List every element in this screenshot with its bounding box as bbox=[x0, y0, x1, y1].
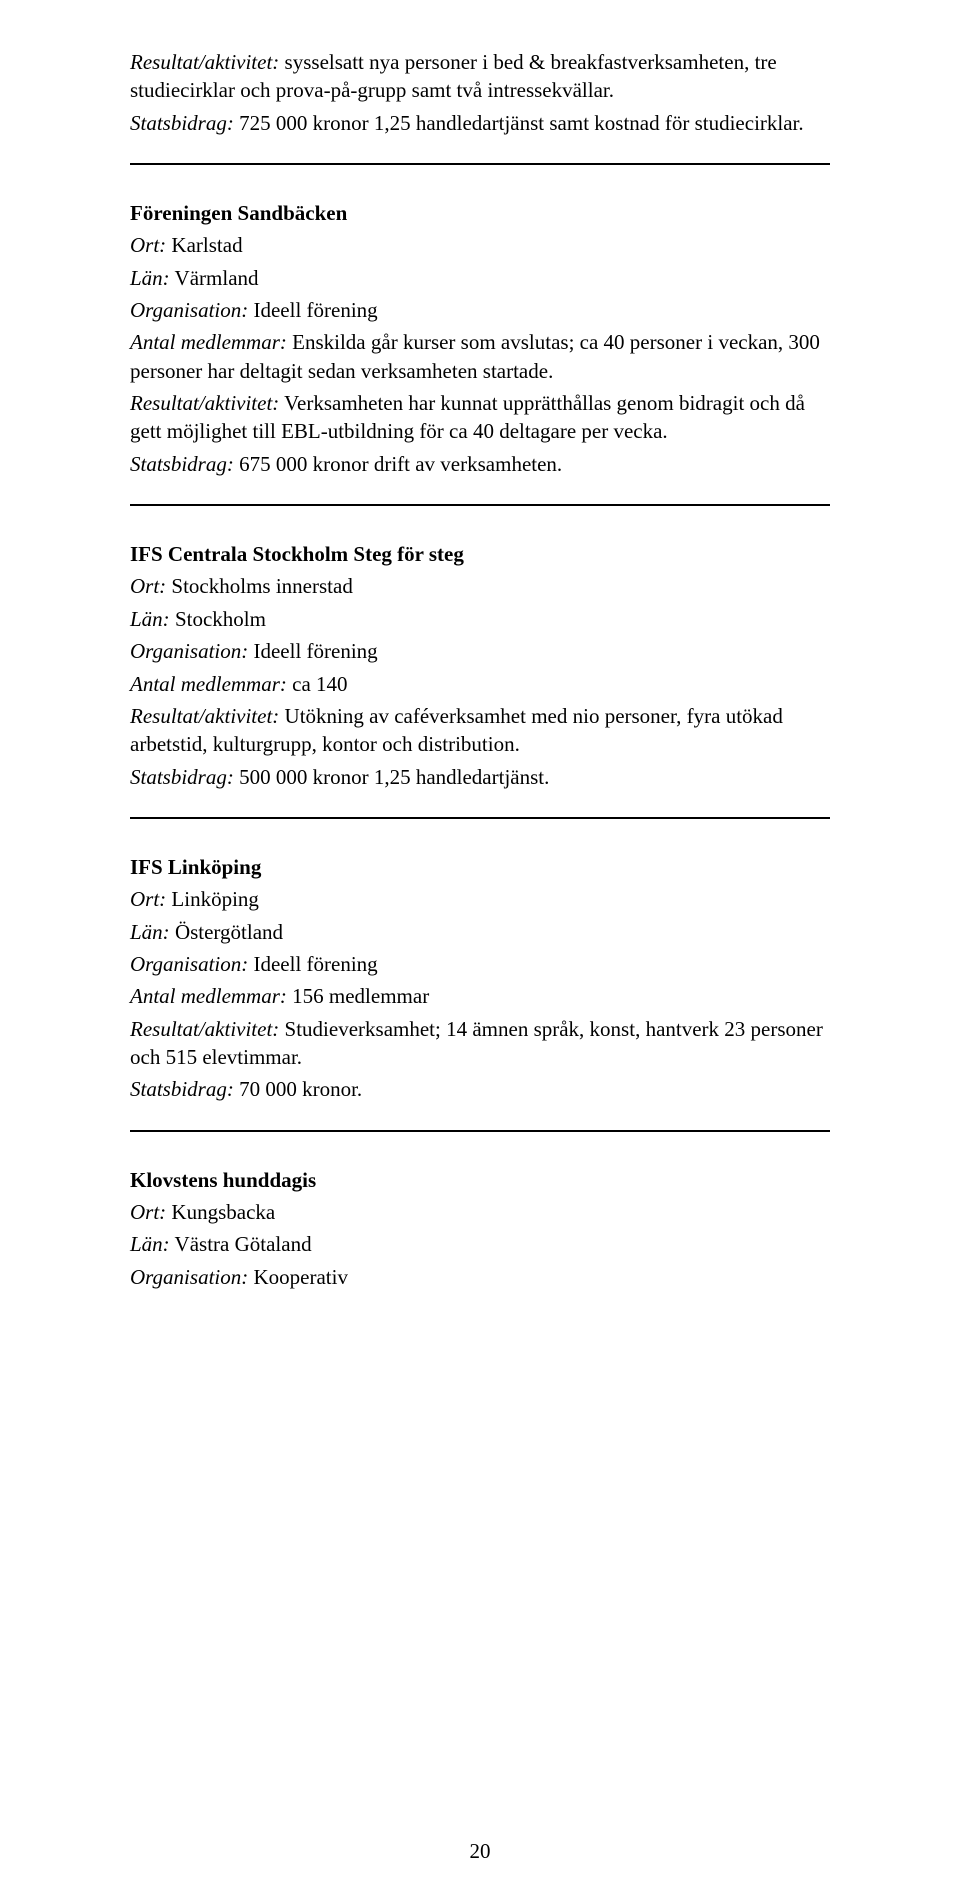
document-page: Resultat/aktivitet: sysselsatt nya perso… bbox=[0, 0, 960, 1900]
field-label: Statsbidrag: bbox=[130, 452, 234, 476]
page-number: 20 bbox=[0, 1839, 960, 1864]
field-text: Värmland bbox=[170, 266, 259, 290]
field-label: Resultat/aktivitet: bbox=[130, 50, 279, 74]
entry-line: Län: Östergötland bbox=[130, 918, 830, 946]
separator bbox=[130, 163, 830, 165]
entry-line: Län: Stockholm bbox=[130, 605, 830, 633]
entry-block: IFS Linköping Ort: Linköping Län: Österg… bbox=[130, 853, 830, 1104]
field-label: Resultat/aktivitet: bbox=[130, 704, 279, 728]
entry-line: Län: Värmland bbox=[130, 264, 830, 292]
entry-line: Organisation: Ideell förening bbox=[130, 637, 830, 665]
entry-line: Resultat/aktivitet: Utökning av caféverk… bbox=[130, 702, 830, 759]
field-label: Resultat/aktivitet: bbox=[130, 1017, 279, 1041]
field-label: Organisation: bbox=[130, 639, 248, 663]
entry-line: Antal medlemmar: ca 140 bbox=[130, 670, 830, 698]
field-label: Antal medlemmar: bbox=[130, 672, 287, 696]
field-text: Stockholms innerstad bbox=[166, 574, 353, 598]
field-text: Stockholm bbox=[170, 607, 266, 631]
entry-line: Resultat/aktivitet: Verksamheten har kun… bbox=[130, 389, 830, 446]
field-label: Län: bbox=[130, 266, 170, 290]
field-text: 500 000 kronor 1,25 handledartjänst. bbox=[234, 765, 550, 789]
entry-line: Ort: Kungsbacka bbox=[130, 1198, 830, 1226]
entry-line: Antal medlemmar: Enskilda går kurser som… bbox=[130, 328, 830, 385]
entry-line: Antal medlemmar: 156 medlemmar bbox=[130, 982, 830, 1010]
field-label: Statsbidrag: bbox=[130, 111, 234, 135]
entry-block: Föreningen Sandbäcken Ort: Karlstad Län:… bbox=[130, 199, 830, 478]
field-label: Organisation: bbox=[130, 1265, 248, 1289]
field-label: Ort: bbox=[130, 233, 166, 257]
entry-line: Län: Västra Götaland bbox=[130, 1230, 830, 1258]
entry-title: Föreningen Sandbäcken bbox=[130, 199, 830, 227]
field-text: 156 medlemmar bbox=[287, 984, 429, 1008]
field-text: Ideell förening bbox=[248, 639, 377, 663]
entry-line: Organisation: Ideell förening bbox=[130, 296, 830, 324]
field-text: Kooperativ bbox=[248, 1265, 348, 1289]
field-label: Ort: bbox=[130, 887, 166, 911]
entry-title: IFS Linköping bbox=[130, 853, 830, 881]
field-label: Län: bbox=[130, 607, 170, 631]
entry-line: Organisation: Ideell förening bbox=[130, 950, 830, 978]
entry-line: Statsbidrag: 725 000 kronor 1,25 handled… bbox=[130, 109, 830, 137]
separator bbox=[130, 1130, 830, 1132]
field-label: Resultat/aktivitet: bbox=[130, 391, 279, 415]
field-label: Organisation: bbox=[130, 298, 248, 322]
field-label: Antal medlemmar: bbox=[130, 330, 287, 354]
entry-block: Resultat/aktivitet: sysselsatt nya perso… bbox=[130, 48, 830, 137]
entry-block: Klovstens hunddagis Ort: Kungsbacka Län:… bbox=[130, 1166, 830, 1291]
entry-line: Statsbidrag: 70 000 kronor. bbox=[130, 1075, 830, 1103]
field-text: 70 000 kronor. bbox=[234, 1077, 362, 1101]
entry-block: IFS Centrala Stockholm Steg för steg Ort… bbox=[130, 540, 830, 791]
field-label: Organisation: bbox=[130, 952, 248, 976]
entry-line: Ort: Stockholms innerstad bbox=[130, 572, 830, 600]
entry-line: Statsbidrag: 500 000 kronor 1,25 handled… bbox=[130, 763, 830, 791]
separator bbox=[130, 817, 830, 819]
field-text: Kungsbacka bbox=[166, 1200, 275, 1224]
separator bbox=[130, 504, 830, 506]
entry-title: Klovstens hunddagis bbox=[130, 1166, 830, 1194]
entry-line: Statsbidrag: 675 000 kronor drift av ver… bbox=[130, 450, 830, 478]
field-text: Ideell förening bbox=[248, 952, 377, 976]
field-text: ca 140 bbox=[287, 672, 348, 696]
field-label: Län: bbox=[130, 1232, 170, 1256]
field-text: Ideell förening bbox=[248, 298, 377, 322]
field-text: Linköping bbox=[166, 887, 259, 911]
field-label: Antal medlemmar: bbox=[130, 984, 287, 1008]
entry-title: IFS Centrala Stockholm Steg för steg bbox=[130, 540, 830, 568]
entry-line: Resultat/aktivitet: Studieverksamhet; 14… bbox=[130, 1015, 830, 1072]
entry-line: Resultat/aktivitet: sysselsatt nya perso… bbox=[130, 48, 830, 105]
entry-line: Organisation: Kooperativ bbox=[130, 1263, 830, 1291]
field-text: Karlstad bbox=[166, 233, 242, 257]
field-text: Västra Götaland bbox=[170, 1232, 312, 1256]
field-label: Statsbidrag: bbox=[130, 1077, 234, 1101]
field-label: Län: bbox=[130, 920, 170, 944]
field-label: Ort: bbox=[130, 574, 166, 598]
entry-line: Ort: Karlstad bbox=[130, 231, 830, 259]
field-text: 725 000 kronor 1,25 handledartjänst samt… bbox=[234, 111, 804, 135]
field-text: 675 000 kronor drift av verksamheten. bbox=[234, 452, 562, 476]
entry-line: Ort: Linköping bbox=[130, 885, 830, 913]
field-label: Ort: bbox=[130, 1200, 166, 1224]
field-label: Statsbidrag: bbox=[130, 765, 234, 789]
field-text: Östergötland bbox=[170, 920, 283, 944]
